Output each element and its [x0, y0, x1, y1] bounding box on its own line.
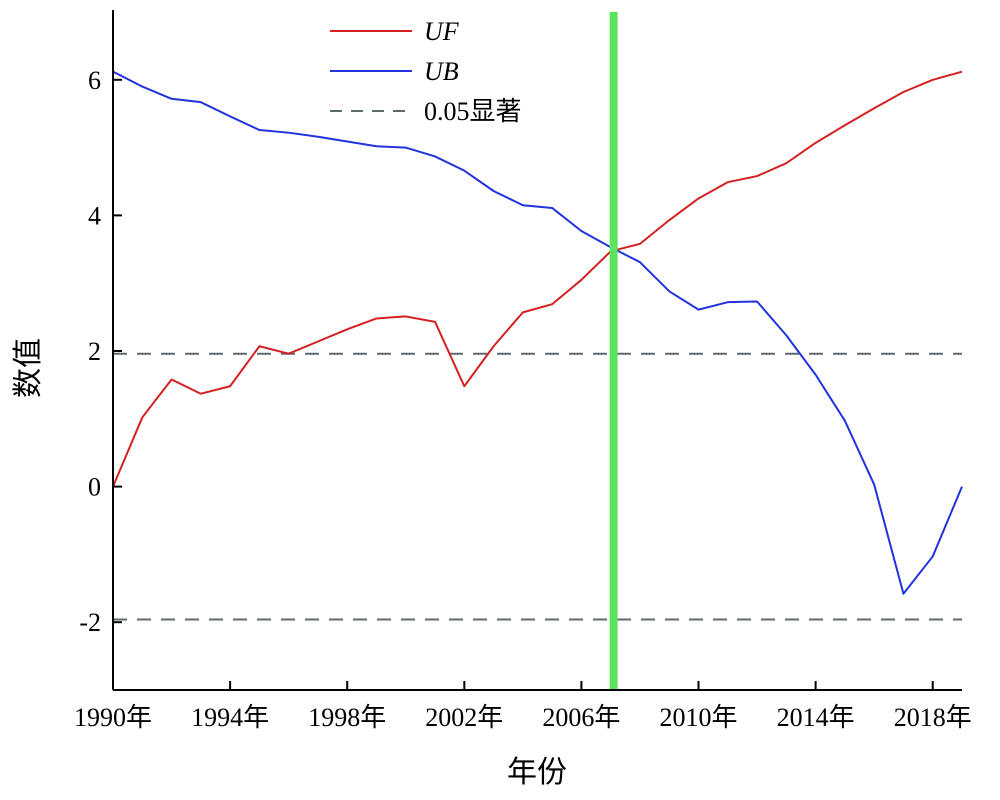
legend-label-ub: UB [424, 57, 459, 86]
x-tick-label: 2014年 [777, 703, 855, 732]
x-axis-ticks: 1990年 1994年 1998年 2002年 2006年 2010年 2014年 2018年 [74, 681, 972, 732]
y-tick-label: -2 [79, 608, 101, 637]
y-tick-label: 6 [88, 66, 101, 95]
x-tick-label: 1998年 [308, 703, 386, 732]
reference-lines [113, 352, 962, 621]
x-tick-label: 1990年 [74, 703, 152, 732]
axes [112, 10, 962, 691]
y-tick-label: 0 [88, 473, 101, 502]
x-tick-label: 2002年 [425, 703, 503, 732]
series-line-ub [112, 70, 963, 595]
x-tick-label: 2010年 [660, 703, 738, 732]
x-axis-title: 年份 [507, 756, 567, 789]
y-tick-label: 4 [88, 201, 101, 230]
legend-label-significance: 0.05显著 [424, 97, 522, 126]
series-line-uf [112, 70, 963, 487]
legend-label-uf: UF [424, 17, 460, 46]
y-axis-ticks: -2 0 2 4 6 [79, 66, 122, 637]
x-tick-label: 2006年 [542, 703, 620, 732]
x-tick-label: 2018年 [894, 703, 972, 732]
y-axis-title: 数值 [12, 338, 45, 398]
x-tick-label: 1994年 [191, 703, 269, 732]
series-lines [112, 70, 963, 595]
legend: UF UB 0.05显著 [330, 17, 522, 126]
y-tick-label: 2 [88, 337, 101, 366]
